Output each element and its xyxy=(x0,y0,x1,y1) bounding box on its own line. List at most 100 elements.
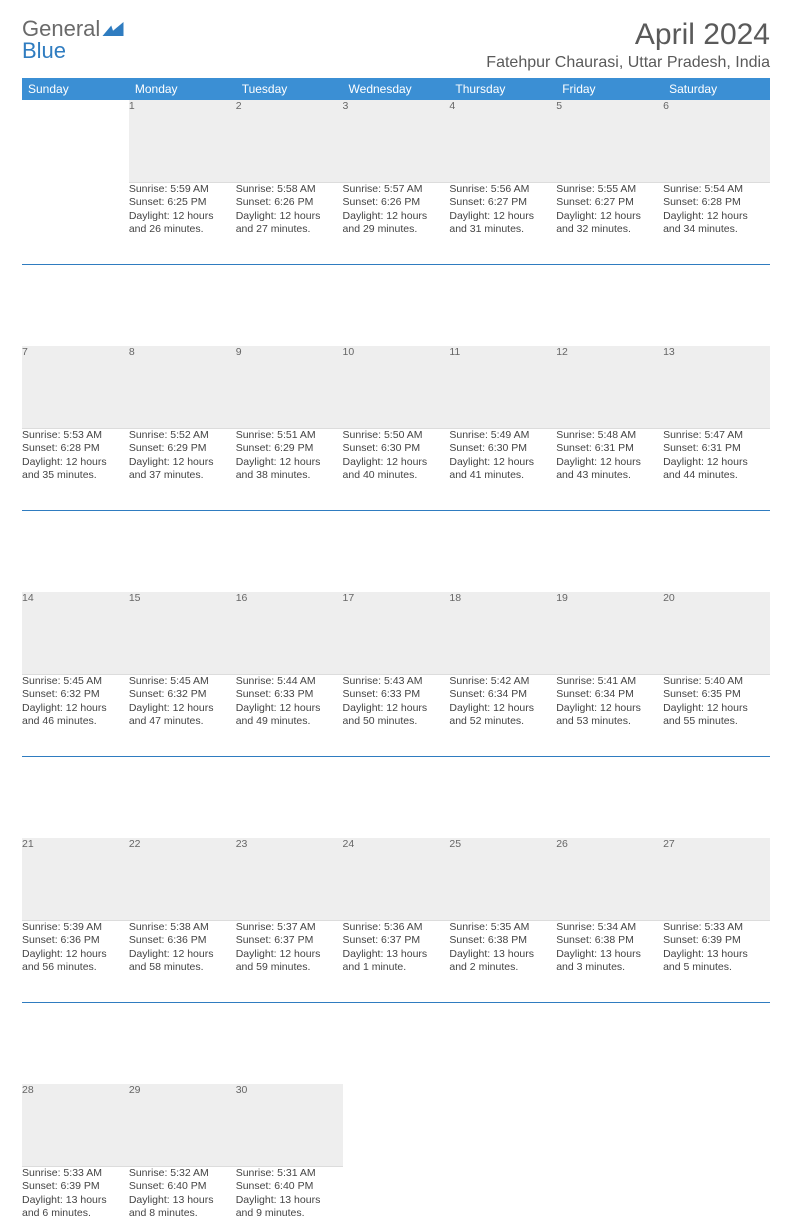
daylight-text: and 49 minutes. xyxy=(236,715,343,729)
daylight-text: and 3 minutes. xyxy=(556,961,663,975)
logo-icon xyxy=(102,18,124,34)
day-content-cell: Sunrise: 5:38 AMSunset: 6:36 PMDaylight:… xyxy=(129,920,236,1002)
daylight-text: Daylight: 13 hours xyxy=(343,948,450,962)
day-content-cell: Sunrise: 5:31 AMSunset: 6:40 PMDaylight:… xyxy=(236,1166,343,1224)
daylight-text: Daylight: 12 hours xyxy=(449,456,556,470)
sunset-text: Sunset: 6:30 PM xyxy=(343,442,450,456)
sunset-text: Sunset: 6:37 PM xyxy=(343,934,450,948)
day-number-cell: 2 xyxy=(236,100,343,182)
day-number-cell: 28 xyxy=(22,1084,129,1166)
header: GeneralBlue April 2024 Fatehpur Chaurasi… xyxy=(22,18,770,72)
day-number-cell: 30 xyxy=(236,1084,343,1166)
day-content-cell: Sunrise: 5:32 AMSunset: 6:40 PMDaylight:… xyxy=(129,1166,236,1224)
day-content-cell: Sunrise: 5:52 AMSunset: 6:29 PMDaylight:… xyxy=(129,428,236,510)
daylight-text: and 31 minutes. xyxy=(449,223,556,237)
weekday-header: Saturday xyxy=(663,78,770,100)
day-number-cell: 3 xyxy=(343,100,450,182)
daylight-text: and 50 minutes. xyxy=(343,715,450,729)
daylight-text: Daylight: 12 hours xyxy=(556,702,663,716)
daylight-text: and 26 minutes. xyxy=(129,223,236,237)
day-number-cell: 21 xyxy=(22,838,129,920)
daylight-text: Daylight: 12 hours xyxy=(22,702,129,716)
day-content-cell: Sunrise: 5:56 AMSunset: 6:27 PMDaylight:… xyxy=(449,182,556,264)
daylight-text: and 5 minutes. xyxy=(663,961,770,975)
weekday-header: Thursday xyxy=(449,78,556,100)
sunrise-text: Sunrise: 5:57 AM xyxy=(343,183,450,197)
daylight-text: and 53 minutes. xyxy=(556,715,663,729)
day-content-cell xyxy=(22,182,129,264)
daylight-text: Daylight: 13 hours xyxy=(449,948,556,962)
sunrise-text: Sunrise: 5:38 AM xyxy=(129,921,236,935)
daylight-text: and 47 minutes. xyxy=(129,715,236,729)
day-content-cell: Sunrise: 5:34 AMSunset: 6:38 PMDaylight:… xyxy=(556,920,663,1002)
sunrise-text: Sunrise: 5:55 AM xyxy=(556,183,663,197)
sunrise-text: Sunrise: 5:50 AM xyxy=(343,429,450,443)
day-content-cell: Sunrise: 5:51 AMSunset: 6:29 PMDaylight:… xyxy=(236,428,343,510)
daylight-text: Daylight: 12 hours xyxy=(236,702,343,716)
day-number-cell: 14 xyxy=(22,592,129,674)
sunset-text: Sunset: 6:37 PM xyxy=(236,934,343,948)
sunrise-text: Sunrise: 5:53 AM xyxy=(22,429,129,443)
day-number-cell: 16 xyxy=(236,592,343,674)
sunrise-text: Sunrise: 5:41 AM xyxy=(556,675,663,689)
day-number-cell: 23 xyxy=(236,838,343,920)
daylight-text: and 9 minutes. xyxy=(236,1207,343,1221)
sunrise-text: Sunrise: 5:48 AM xyxy=(556,429,663,443)
daylight-text: Daylight: 12 hours xyxy=(663,210,770,224)
day-content-cell: Sunrise: 5:41 AMSunset: 6:34 PMDaylight:… xyxy=(556,674,663,756)
daylight-text: and 34 minutes. xyxy=(663,223,770,237)
day-content-cell: Sunrise: 5:54 AMSunset: 6:28 PMDaylight:… xyxy=(663,182,770,264)
sunrise-text: Sunrise: 5:37 AM xyxy=(236,921,343,935)
sunrise-text: Sunrise: 5:47 AM xyxy=(663,429,770,443)
sunset-text: Sunset: 6:31 PM xyxy=(663,442,770,456)
sunset-text: Sunset: 6:29 PM xyxy=(129,442,236,456)
day-number-cell: 19 xyxy=(556,592,663,674)
sunset-text: Sunset: 6:29 PM xyxy=(236,442,343,456)
day-content-cell: Sunrise: 5:58 AMSunset: 6:26 PMDaylight:… xyxy=(236,182,343,264)
sunrise-text: Sunrise: 5:56 AM xyxy=(449,183,556,197)
daylight-text: and 46 minutes. xyxy=(22,715,129,729)
day-content-cell: Sunrise: 5:55 AMSunset: 6:27 PMDaylight:… xyxy=(556,182,663,264)
sunrise-text: Sunrise: 5:49 AM xyxy=(449,429,556,443)
day-content-cell: Sunrise: 5:36 AMSunset: 6:37 PMDaylight:… xyxy=(343,920,450,1002)
day-number-cell: 24 xyxy=(343,838,450,920)
daylight-text: Daylight: 12 hours xyxy=(343,210,450,224)
sunrise-text: Sunrise: 5:33 AM xyxy=(22,1167,129,1181)
day-content-cell: Sunrise: 5:43 AMSunset: 6:33 PMDaylight:… xyxy=(343,674,450,756)
sunset-text: Sunset: 6:26 PM xyxy=(343,196,450,210)
daylight-text: Daylight: 12 hours xyxy=(449,210,556,224)
daylight-text: Daylight: 13 hours xyxy=(236,1194,343,1208)
day-content-cell: Sunrise: 5:53 AMSunset: 6:28 PMDaylight:… xyxy=(22,428,129,510)
sunrise-text: Sunrise: 5:32 AM xyxy=(129,1167,236,1181)
day-number-cell: 6 xyxy=(663,100,770,182)
day-content-cell xyxy=(556,1166,663,1224)
daylight-text: Daylight: 12 hours xyxy=(22,456,129,470)
sunset-text: Sunset: 6:31 PM xyxy=(556,442,663,456)
day-content-cell: Sunrise: 5:40 AMSunset: 6:35 PMDaylight:… xyxy=(663,674,770,756)
sunrise-text: Sunrise: 5:42 AM xyxy=(449,675,556,689)
week-separator xyxy=(22,1002,770,1084)
sunrise-text: Sunrise: 5:45 AM xyxy=(22,675,129,689)
day-number-cell: 12 xyxy=(556,346,663,428)
calendar-table: SundayMondayTuesdayWednesdayThursdayFrid… xyxy=(22,78,770,1224)
day-number-cell: 11 xyxy=(449,346,556,428)
day-number-cell: 20 xyxy=(663,592,770,674)
daylight-text: and 52 minutes. xyxy=(449,715,556,729)
sunset-text: Sunset: 6:34 PM xyxy=(449,688,556,702)
daylight-text: Daylight: 12 hours xyxy=(556,456,663,470)
day-content-cell: Sunrise: 5:47 AMSunset: 6:31 PMDaylight:… xyxy=(663,428,770,510)
sunset-text: Sunset: 6:32 PM xyxy=(129,688,236,702)
sunrise-text: Sunrise: 5:52 AM xyxy=(129,429,236,443)
location: Fatehpur Chaurasi, Uttar Pradesh, India xyxy=(486,54,770,72)
day-number-cell: 8 xyxy=(129,346,236,428)
day-content-cell: Sunrise: 5:35 AMSunset: 6:38 PMDaylight:… xyxy=(449,920,556,1002)
sunrise-text: Sunrise: 5:39 AM xyxy=(22,921,129,935)
day-content-cell: Sunrise: 5:59 AMSunset: 6:25 PMDaylight:… xyxy=(129,182,236,264)
daylight-text: and 59 minutes. xyxy=(236,961,343,975)
weekday-header: Friday xyxy=(556,78,663,100)
day-number-cell: 25 xyxy=(449,838,556,920)
day-number-cell xyxy=(22,100,129,182)
daylight-text: Daylight: 12 hours xyxy=(22,948,129,962)
sunrise-text: Sunrise: 5:34 AM xyxy=(556,921,663,935)
sunrise-text: Sunrise: 5:44 AM xyxy=(236,675,343,689)
